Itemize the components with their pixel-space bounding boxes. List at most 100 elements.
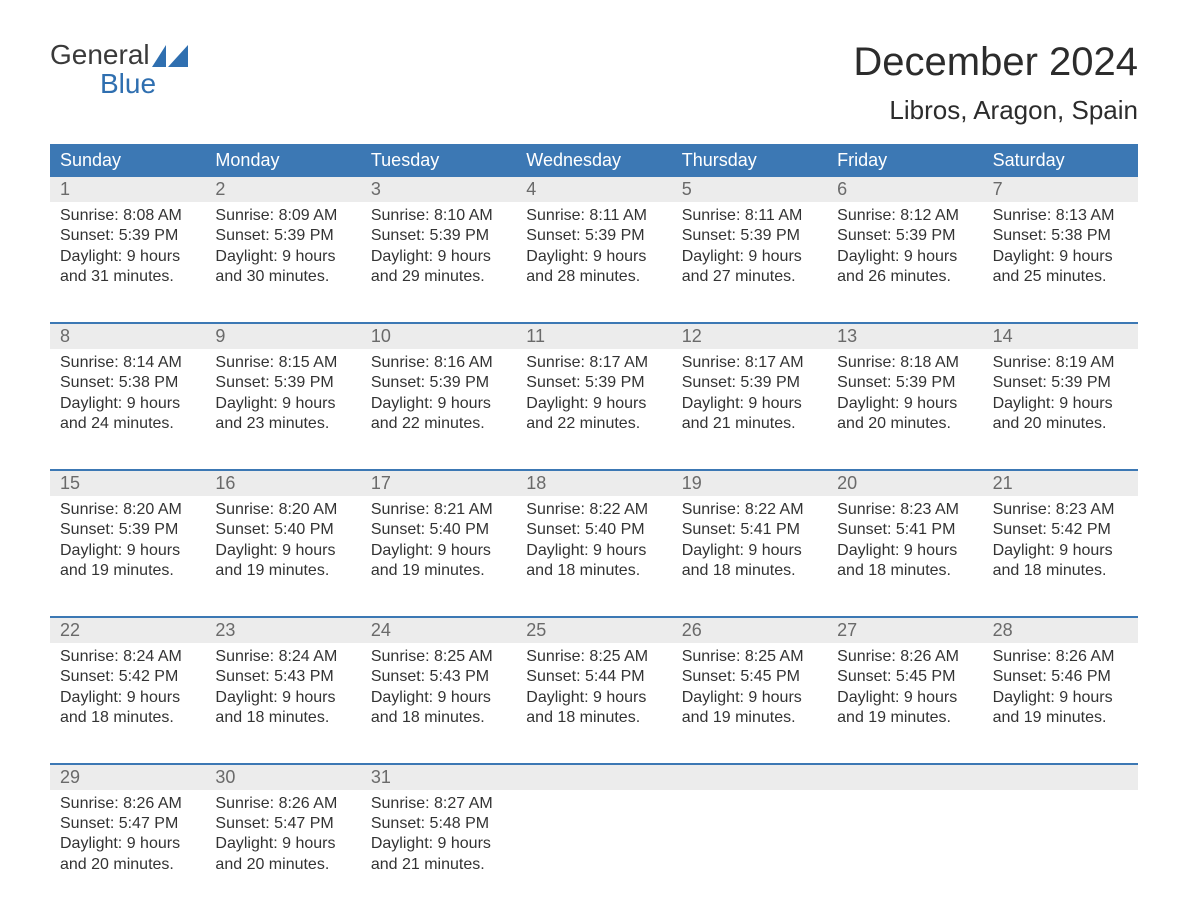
page-title: December 2024 bbox=[853, 40, 1138, 85]
daynum-row: 891011121314 bbox=[50, 324, 1138, 349]
day-cell: Sunrise: 8:15 AMSunset: 5:39 PMDaylight:… bbox=[205, 349, 360, 453]
day-number: 31 bbox=[361, 765, 516, 790]
daylight-text: and 22 minutes. bbox=[526, 414, 661, 434]
header-area: General Blue December 2024 Libros, Arago… bbox=[50, 40, 1138, 126]
daylight-text: and 26 minutes. bbox=[837, 267, 972, 287]
day-cell: Sunrise: 8:20 AMSunset: 5:39 PMDaylight:… bbox=[50, 496, 205, 600]
daylight-text: and 19 minutes. bbox=[837, 708, 972, 728]
day-number bbox=[827, 765, 982, 790]
day-number: 29 bbox=[50, 765, 205, 790]
daynum-row: 293031 bbox=[50, 765, 1138, 790]
sunset-text: Sunset: 5:45 PM bbox=[837, 667, 972, 687]
day-number: 23 bbox=[205, 618, 360, 643]
sunrise-text: Sunrise: 8:13 AM bbox=[993, 206, 1128, 226]
sunset-text: Sunset: 5:38 PM bbox=[60, 373, 195, 393]
daynum-row: 15161718192021 bbox=[50, 471, 1138, 496]
sunset-text: Sunset: 5:39 PM bbox=[837, 226, 972, 246]
day-cell: Sunrise: 8:25 AMSunset: 5:45 PMDaylight:… bbox=[672, 643, 827, 747]
day-cell bbox=[827, 790, 982, 894]
day-header: Wednesday bbox=[516, 144, 671, 177]
day-number: 12 bbox=[672, 324, 827, 349]
day-number: 9 bbox=[205, 324, 360, 349]
day-number: 16 bbox=[205, 471, 360, 496]
daylight-text: Daylight: 9 hours bbox=[60, 247, 195, 267]
day-cell: Sunrise: 8:17 AMSunset: 5:39 PMDaylight:… bbox=[516, 349, 671, 453]
sunset-text: Sunset: 5:41 PM bbox=[682, 520, 817, 540]
day-number: 17 bbox=[361, 471, 516, 496]
daylight-text: and 23 minutes. bbox=[215, 414, 350, 434]
sunrise-text: Sunrise: 8:27 AM bbox=[371, 794, 506, 814]
day-number: 14 bbox=[983, 324, 1138, 349]
day-number: 25 bbox=[516, 618, 671, 643]
daylight-text: Daylight: 9 hours bbox=[60, 688, 195, 708]
day-cell: Sunrise: 8:22 AMSunset: 5:41 PMDaylight:… bbox=[672, 496, 827, 600]
sunrise-text: Sunrise: 8:09 AM bbox=[215, 206, 350, 226]
day-number: 4 bbox=[516, 177, 671, 202]
sunset-text: Sunset: 5:39 PM bbox=[215, 226, 350, 246]
daylight-text: Daylight: 9 hours bbox=[837, 688, 972, 708]
sunset-text: Sunset: 5:39 PM bbox=[682, 226, 817, 246]
day-cell: Sunrise: 8:23 AMSunset: 5:42 PMDaylight:… bbox=[983, 496, 1138, 600]
daylight-text: and 19 minutes. bbox=[215, 561, 350, 581]
daylight-text: Daylight: 9 hours bbox=[371, 247, 506, 267]
daylight-text: and 18 minutes. bbox=[371, 708, 506, 728]
sunrise-text: Sunrise: 8:17 AM bbox=[682, 353, 817, 373]
daylight-text: and 18 minutes. bbox=[682, 561, 817, 581]
daylight-text: Daylight: 9 hours bbox=[682, 688, 817, 708]
sunrise-text: Sunrise: 8:19 AM bbox=[993, 353, 1128, 373]
title-block: December 2024 Libros, Aragon, Spain bbox=[853, 40, 1138, 126]
day-cell: Sunrise: 8:26 AMSunset: 5:46 PMDaylight:… bbox=[983, 643, 1138, 747]
calendar: SundayMondayTuesdayWednesdayThursdayFrid… bbox=[50, 144, 1138, 893]
day-number: 1 bbox=[50, 177, 205, 202]
daylight-text: Daylight: 9 hours bbox=[993, 394, 1128, 414]
sunrise-text: Sunrise: 8:20 AM bbox=[215, 500, 350, 520]
sunrise-text: Sunrise: 8:26 AM bbox=[215, 794, 350, 814]
day-number: 20 bbox=[827, 471, 982, 496]
daylight-text: and 20 minutes. bbox=[837, 414, 972, 434]
location: Libros, Aragon, Spain bbox=[853, 95, 1138, 126]
day-number: 22 bbox=[50, 618, 205, 643]
cells-row: Sunrise: 8:20 AMSunset: 5:39 PMDaylight:… bbox=[50, 496, 1138, 600]
day-number: 24 bbox=[361, 618, 516, 643]
sunset-text: Sunset: 5:45 PM bbox=[682, 667, 817, 687]
sunrise-text: Sunrise: 8:23 AM bbox=[993, 500, 1128, 520]
sunrise-text: Sunrise: 8:23 AM bbox=[837, 500, 972, 520]
day-number bbox=[672, 765, 827, 790]
daylight-text: Daylight: 9 hours bbox=[215, 541, 350, 561]
day-number bbox=[516, 765, 671, 790]
daylight-text: and 19 minutes. bbox=[682, 708, 817, 728]
sunset-text: Sunset: 5:39 PM bbox=[837, 373, 972, 393]
daylight-text: Daylight: 9 hours bbox=[371, 834, 506, 854]
daylight-text: and 31 minutes. bbox=[60, 267, 195, 287]
day-number: 18 bbox=[516, 471, 671, 496]
daylight-text: Daylight: 9 hours bbox=[682, 394, 817, 414]
day-cell: Sunrise: 8:21 AMSunset: 5:40 PMDaylight:… bbox=[361, 496, 516, 600]
day-cell: Sunrise: 8:14 AMSunset: 5:38 PMDaylight:… bbox=[50, 349, 205, 453]
day-number: 21 bbox=[983, 471, 1138, 496]
sunrise-text: Sunrise: 8:21 AM bbox=[371, 500, 506, 520]
day-number: 5 bbox=[672, 177, 827, 202]
sunset-text: Sunset: 5:39 PM bbox=[526, 373, 661, 393]
sunset-text: Sunset: 5:47 PM bbox=[215, 814, 350, 834]
sunset-text: Sunset: 5:39 PM bbox=[371, 373, 506, 393]
daylight-text: and 18 minutes. bbox=[215, 708, 350, 728]
sunrise-text: Sunrise: 8:17 AM bbox=[526, 353, 661, 373]
daylight-text: Daylight: 9 hours bbox=[526, 394, 661, 414]
sunrise-text: Sunrise: 8:24 AM bbox=[60, 647, 195, 667]
sunset-text: Sunset: 5:44 PM bbox=[526, 667, 661, 687]
day-cell: Sunrise: 8:22 AMSunset: 5:40 PMDaylight:… bbox=[516, 496, 671, 600]
daylight-text: and 18 minutes. bbox=[993, 561, 1128, 581]
sunset-text: Sunset: 5:39 PM bbox=[60, 226, 195, 246]
daylight-text: Daylight: 9 hours bbox=[371, 394, 506, 414]
day-cell: Sunrise: 8:25 AMSunset: 5:43 PMDaylight:… bbox=[361, 643, 516, 747]
day-cell: Sunrise: 8:11 AMSunset: 5:39 PMDaylight:… bbox=[672, 202, 827, 306]
day-cell: Sunrise: 8:08 AMSunset: 5:39 PMDaylight:… bbox=[50, 202, 205, 306]
daylight-text: and 25 minutes. bbox=[993, 267, 1128, 287]
daylight-text: and 22 minutes. bbox=[371, 414, 506, 434]
sunset-text: Sunset: 5:42 PM bbox=[993, 520, 1128, 540]
sunrise-text: Sunrise: 8:22 AM bbox=[682, 500, 817, 520]
day-cell: Sunrise: 8:20 AMSunset: 5:40 PMDaylight:… bbox=[205, 496, 360, 600]
daylight-text: and 20 minutes. bbox=[60, 855, 195, 875]
day-cell: Sunrise: 8:24 AMSunset: 5:42 PMDaylight:… bbox=[50, 643, 205, 747]
daylight-text: and 24 minutes. bbox=[60, 414, 195, 434]
